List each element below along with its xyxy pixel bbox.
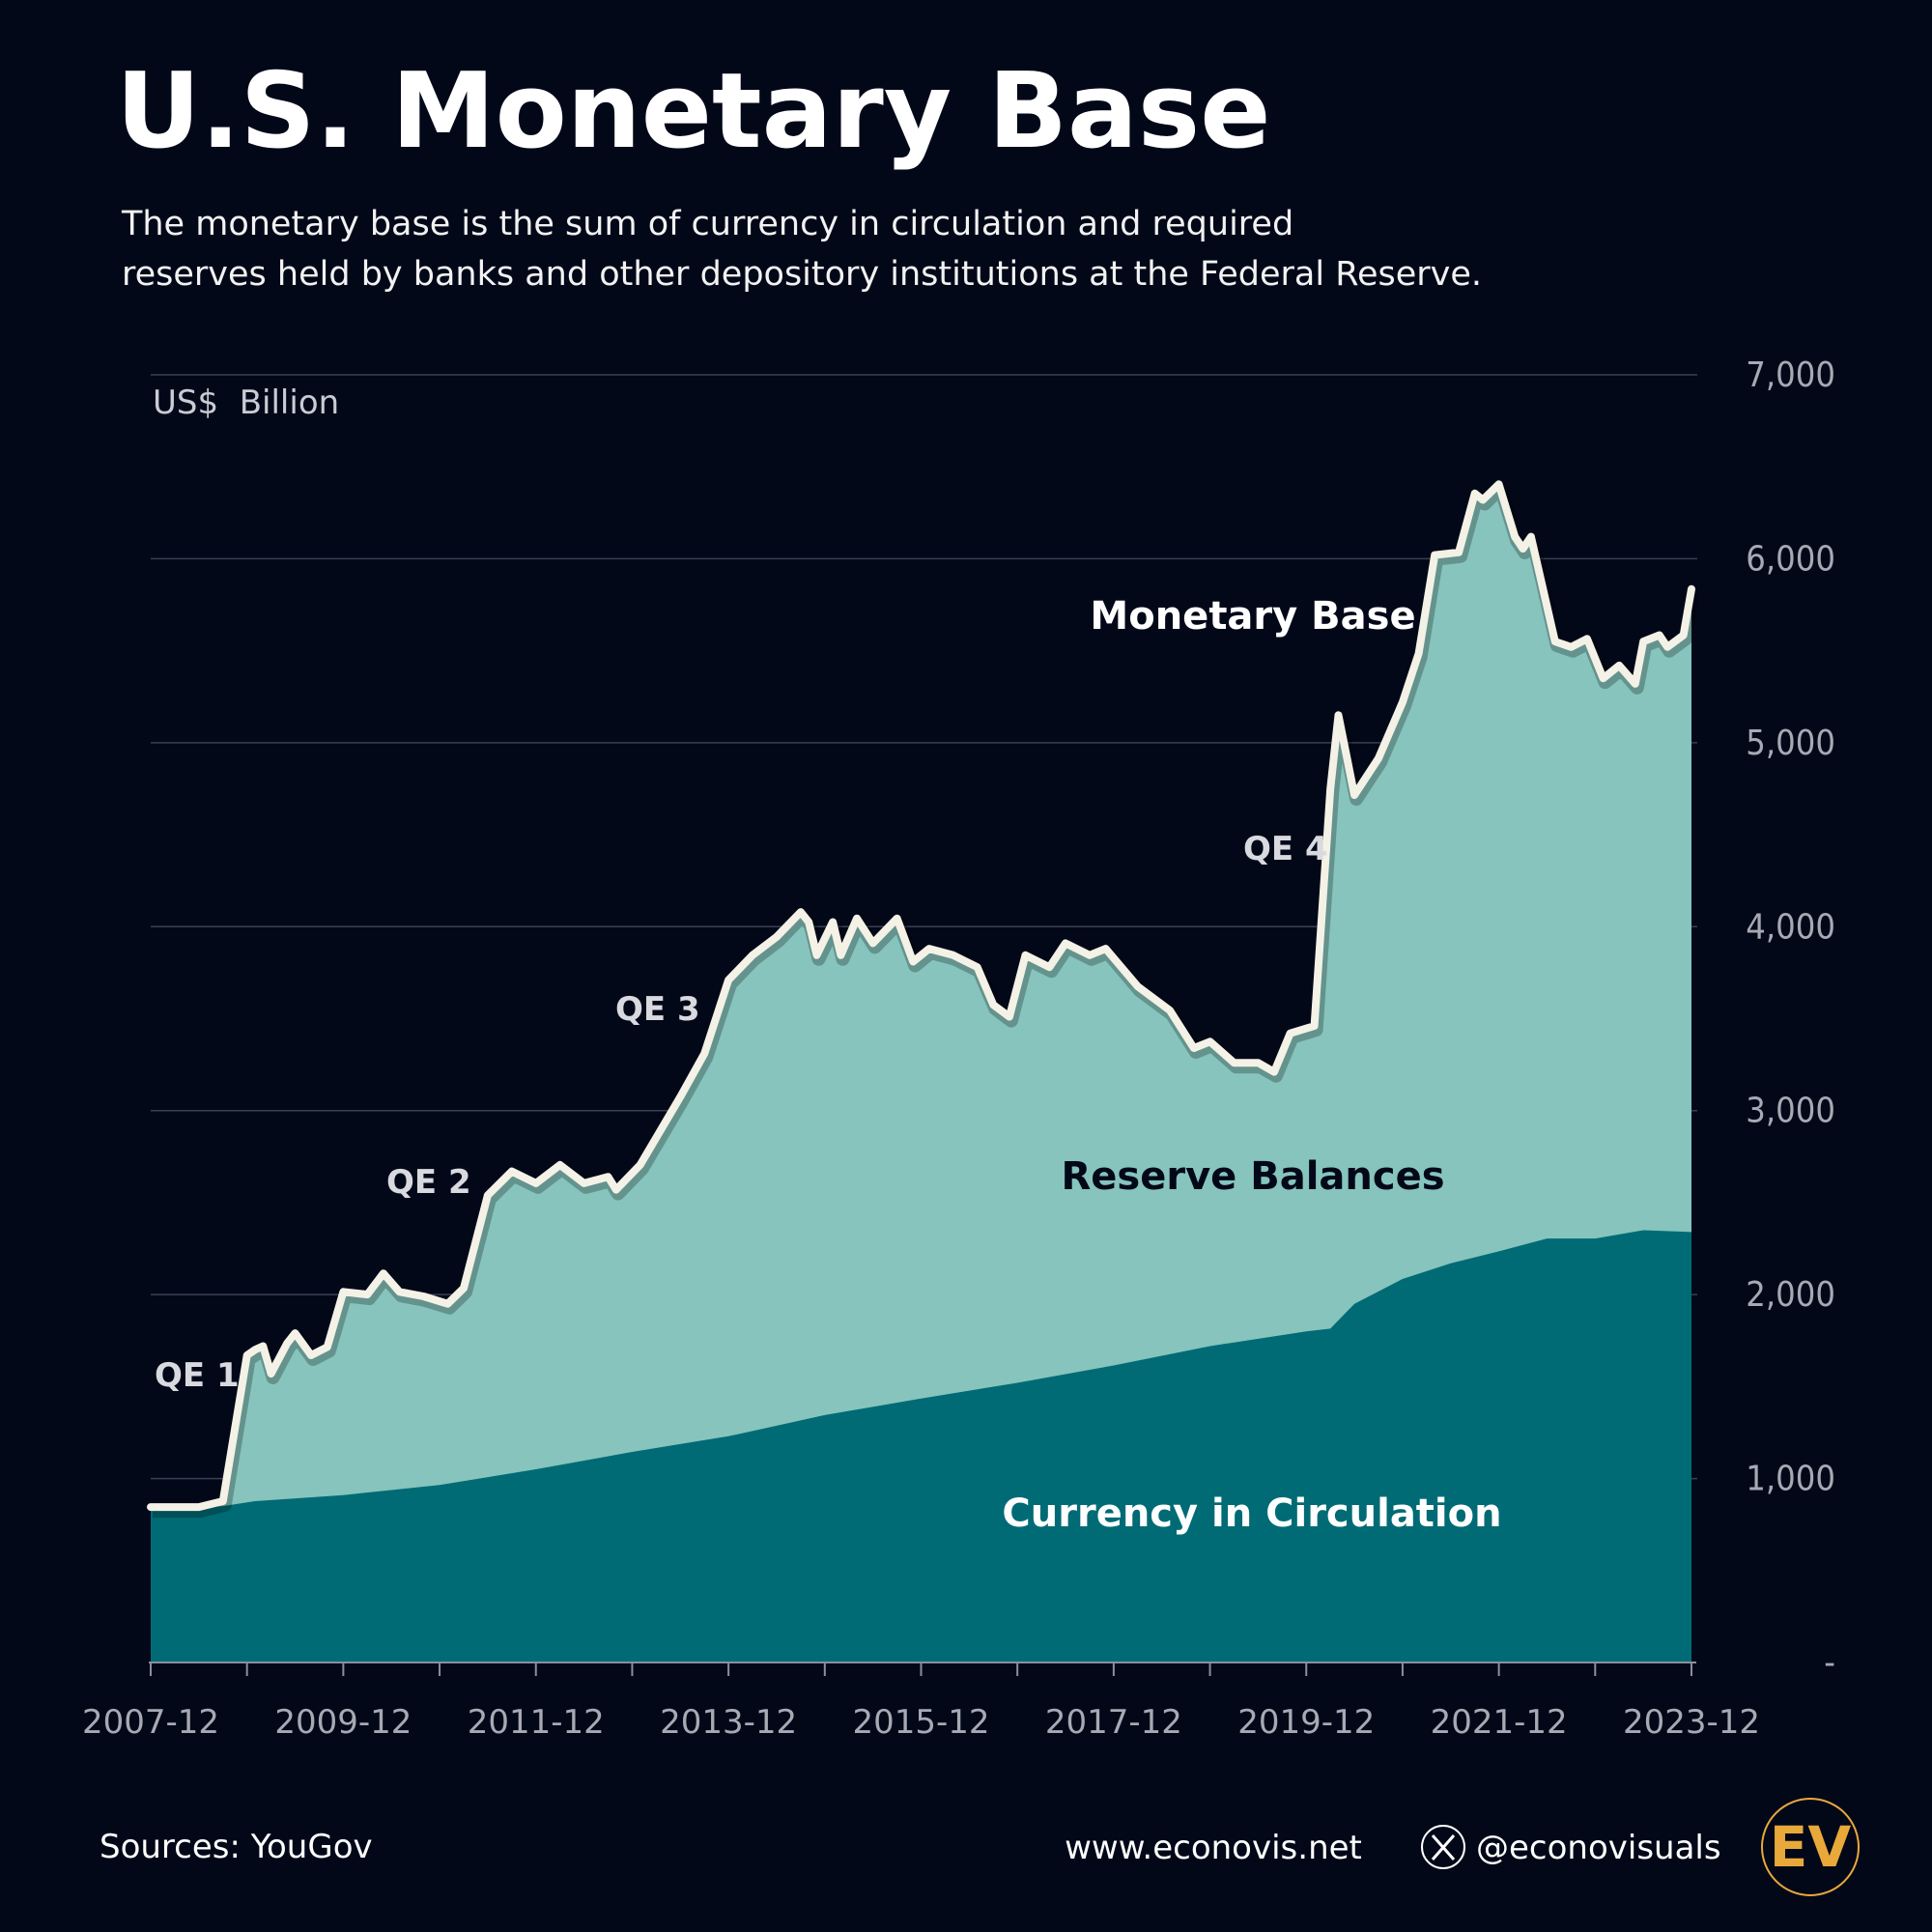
series-label-monetary-base: Monetary Base <box>1090 594 1415 639</box>
subtitle-line-1: The monetary base is the sum of currency… <box>121 205 1293 243</box>
annotation-qe3: QE 3 <box>615 990 700 1029</box>
y-tick-label: 3,000 <box>1746 1092 1835 1131</box>
x-tick-label: 2017-12 <box>1045 1703 1182 1742</box>
y-tick-label: 6,000 <box>1746 539 1835 579</box>
areas <box>147 480 1700 1662</box>
y-tick-label: 2,000 <box>1746 1275 1835 1315</box>
x-tick-label: 2009-12 <box>274 1703 412 1742</box>
y-axis-unit-label: US$ Billion <box>153 384 339 422</box>
econovis-logo: EV <box>1761 1798 1860 1896</box>
series-label-currency-in-circulation: Currency in Circulation <box>1002 1492 1501 1536</box>
series-label-reserve-balances: Reserve Balances <box>1061 1154 1444 1199</box>
x-tick-label: 2023-12 <box>1623 1703 1760 1742</box>
page-title: U.S. Monetary Base <box>116 51 1270 172</box>
x-tick-label: 2007-12 <box>82 1703 219 1742</box>
x-tick-label: 2021-12 <box>1431 1703 1568 1742</box>
y-tick-label: 4,000 <box>1746 907 1835 947</box>
logo-text: EV <box>1770 1814 1852 1880</box>
x-tick-label: 2011-12 <box>468 1703 605 1742</box>
y-tick-label: 5,000 <box>1746 724 1835 763</box>
y-tick-label: - <box>1824 1643 1835 1683</box>
x-tick-label: 2015-12 <box>852 1703 989 1742</box>
y-axis: - 1,000 2,000 3,000 4,000 5,000 6,000 7,000 <box>1746 355 1835 1683</box>
x-tick-label: 2019-12 <box>1237 1703 1375 1742</box>
y-tick-label: 7,000 <box>1746 355 1835 395</box>
monetary-base-line <box>147 480 1695 1512</box>
subtitle-line-2: reserves held by banks and other deposit… <box>122 255 1482 294</box>
annotation-qe2: QE 2 <box>386 1163 471 1202</box>
y-tick-label: 1,000 <box>1746 1460 1835 1499</box>
x-tick-label: 2013-12 <box>660 1703 797 1742</box>
annotation-qe1: QE 1 <box>155 1356 240 1395</box>
social-handle[interactable]: @econovisuals <box>1476 1829 1721 1867</box>
x-logo-icon <box>1421 1825 1465 1869</box>
annotation-qe4: QE 4 <box>1243 830 1328 868</box>
website-link[interactable]: www.econovis.net <box>1065 1829 1362 1867</box>
currency-in-circulation-area <box>151 1230 1691 1662</box>
x-axis: 2007-12 2009-12 2011-12 2013-12 2015-12 2017-… <box>82 1662 1760 1742</box>
sources-note: Sources: YouGov <box>99 1828 373 1866</box>
